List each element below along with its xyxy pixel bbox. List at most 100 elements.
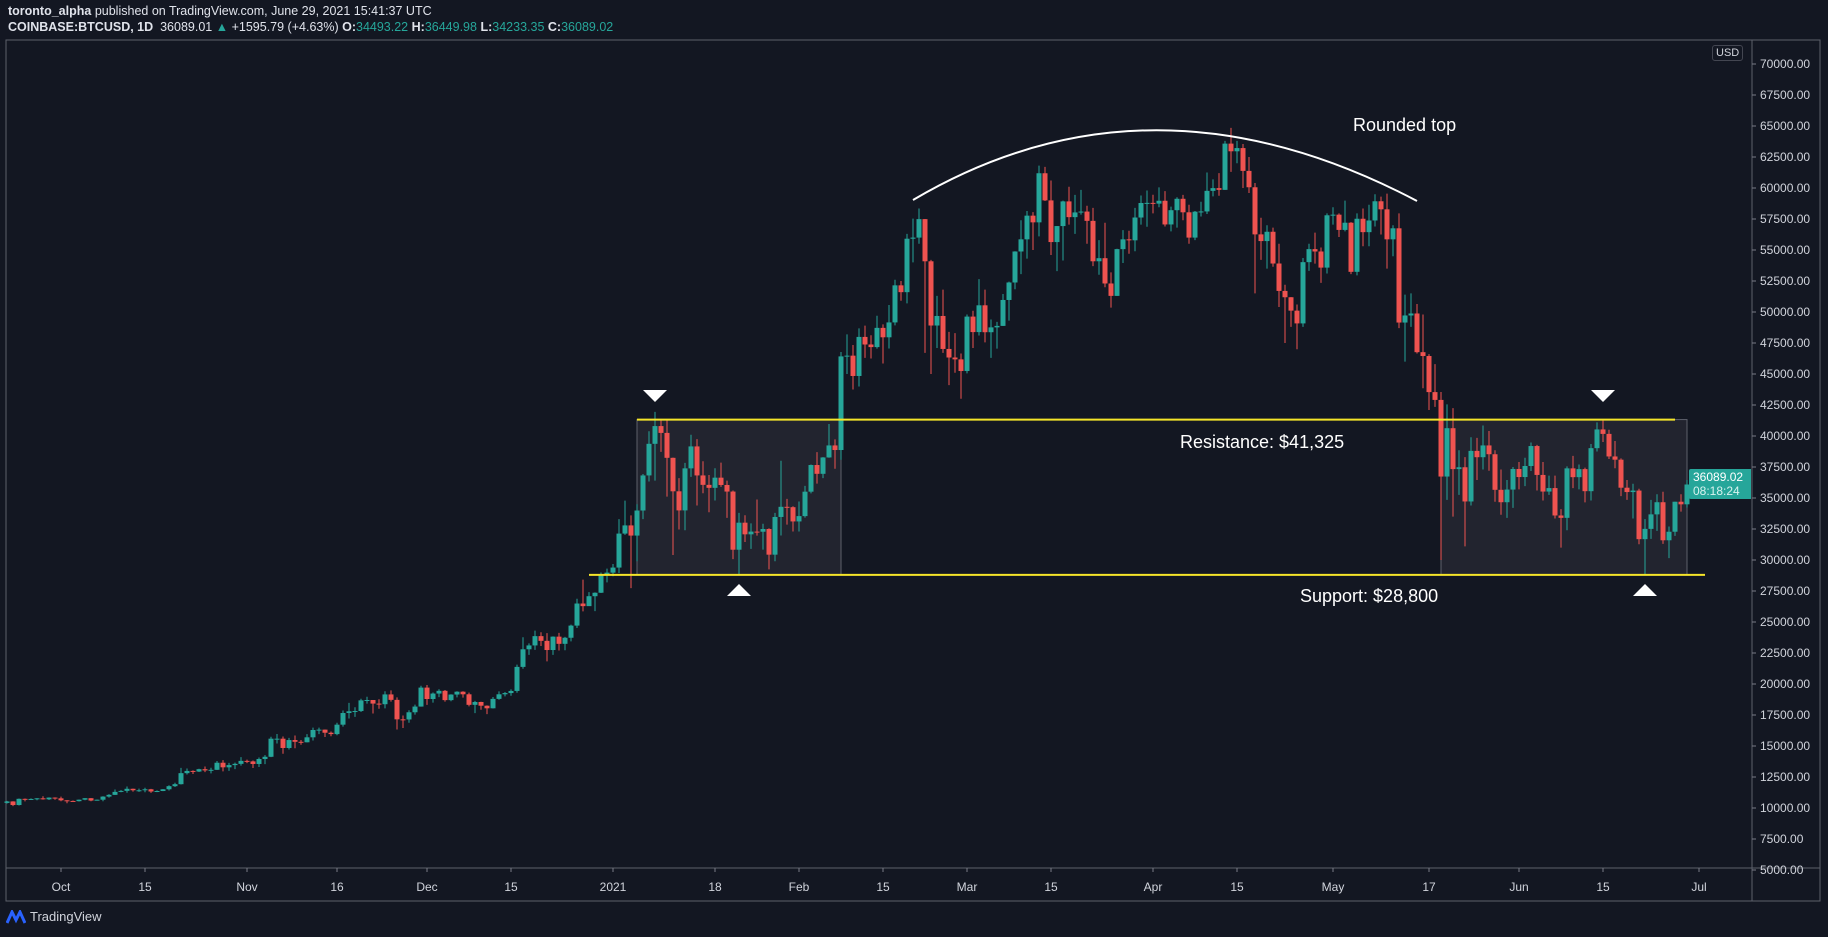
candle-body — [904, 238, 910, 293]
price-tick-label: 10000.00 — [1760, 801, 1810, 815]
candle-body — [328, 732, 334, 735]
candle-body — [910, 237, 916, 239]
candle-body — [1498, 489, 1504, 503]
range-boxes[interactable] — [636, 419, 1688, 576]
price-tick-label: 15000.00 — [1760, 739, 1810, 753]
rounded-top-label[interactable]: Rounded top — [1353, 115, 1456, 135]
date-tick-label: Jun — [1509, 880, 1528, 894]
time-axis[interactable]: Oct 15 Nov 16 Dec 15 2021 18 Feb 15 Mar 15 Apr 15 May 1… — [52, 868, 1707, 894]
candle-body — [1372, 201, 1378, 221]
candle-body — [1216, 188, 1222, 190]
candle-body — [922, 219, 928, 262]
support-label[interactable]: Support: $28,800 — [1300, 586, 1438, 606]
currency-badge[interactable]: USD — [1712, 45, 1744, 61]
resistance-label[interactable]: Resistance: $41,325 — [1180, 432, 1344, 452]
candle-body — [46, 797, 52, 800]
candle-body — [1366, 220, 1372, 233]
candle-body — [1564, 468, 1570, 518]
open-label: O: — [342, 20, 356, 34]
candle-body — [1066, 201, 1072, 218]
candle-body — [850, 355, 856, 376]
price-axis[interactable]: 5000.00 7500.00 10000.00 12500.00 15000.00 17… — [1752, 57, 1810, 877]
candle-body — [952, 357, 958, 360]
candle-body — [394, 699, 400, 720]
candle-body — [1618, 459, 1624, 488]
candle-body — [1348, 222, 1354, 272]
candle-body — [1024, 215, 1030, 240]
tradingview-logo[interactable]: TradingView — [6, 909, 102, 924]
candle-body — [184, 770, 190, 774]
close-label: C: — [547, 20, 562, 34]
candle-body — [292, 740, 298, 742]
rounded-top-arc[interactable] — [912, 129, 1418, 202]
arrow-down-icon[interactable] — [643, 390, 667, 402]
price-tick-label: 42500.00 — [1760, 398, 1810, 412]
candle-body — [1384, 209, 1390, 240]
chart-border — [5, 39, 1821, 902]
date-tick-label: Apr — [1144, 880, 1163, 894]
candle-body — [88, 798, 94, 801]
arrow-up-icon[interactable] — [727, 584, 751, 596]
up-arrow-icon: ▲ — [215, 20, 229, 34]
candle-body — [898, 285, 904, 293]
candle-body — [1630, 490, 1636, 493]
candle-body — [1606, 433, 1612, 457]
candle-body — [1282, 290, 1288, 298]
price-tick-label: 25000.00 — [1760, 615, 1810, 629]
level-lines[interactable] — [589, 418, 1705, 576]
candle-body — [1126, 239, 1132, 241]
candle-body — [1276, 263, 1282, 291]
candle-body — [172, 784, 178, 787]
candle-body — [346, 711, 352, 714]
candle-body — [634, 510, 640, 536]
candle-body — [196, 769, 202, 772]
candle-body — [16, 798, 22, 806]
candle-body — [232, 763, 238, 766]
candle-body — [598, 574, 604, 593]
markers[interactable] — [643, 390, 1657, 596]
arrow-down-icon[interactable] — [1591, 390, 1615, 402]
candle-body — [1060, 201, 1066, 227]
price-tick-label: 22500.00 — [1760, 646, 1810, 660]
candle-body — [376, 703, 382, 705]
author-name[interactable]: toronto_alpha — [8, 4, 92, 18]
price-tick-label: 27500.00 — [1760, 584, 1810, 598]
candle-body — [748, 531, 754, 535]
candle-body — [1324, 215, 1330, 268]
candle-body — [316, 729, 322, 731]
candle-body — [358, 700, 364, 712]
candle-body — [1480, 445, 1486, 458]
candle-body — [1462, 467, 1468, 502]
candle-body — [1072, 212, 1078, 218]
candle-body — [1246, 170, 1252, 188]
candle-body — [934, 315, 940, 326]
candle-body — [868, 344, 874, 348]
candle-body — [1102, 258, 1108, 284]
candle-body — [322, 729, 328, 733]
candle-body — [256, 759, 262, 764]
candle-body — [100, 796, 106, 800]
candle-body — [436, 690, 442, 694]
candle-body — [496, 694, 502, 699]
candle-body — [244, 760, 250, 762]
candle-body — [1264, 231, 1270, 242]
arrow-up-icon[interactable] — [1633, 584, 1657, 596]
candle-body — [1444, 428, 1450, 477]
candle-body — [1570, 468, 1576, 478]
candle-body — [928, 261, 934, 326]
candle-body — [310, 730, 316, 738]
price-tick-label: 50000.00 — [1760, 305, 1810, 319]
candle-body — [1594, 429, 1600, 449]
candle-body — [1186, 212, 1192, 238]
candle-body — [820, 457, 826, 474]
candle-body — [238, 760, 244, 764]
symbol-name[interactable]: COINBASE:BTCUSD, 1D — [8, 20, 154, 34]
candle-body — [994, 325, 1000, 328]
candle-body — [214, 762, 220, 770]
candle-body — [454, 691, 460, 695]
candle-body — [586, 596, 592, 607]
range-box[interactable] — [1440, 419, 1688, 576]
candle-body — [112, 791, 118, 795]
candle-body — [1180, 198, 1186, 213]
